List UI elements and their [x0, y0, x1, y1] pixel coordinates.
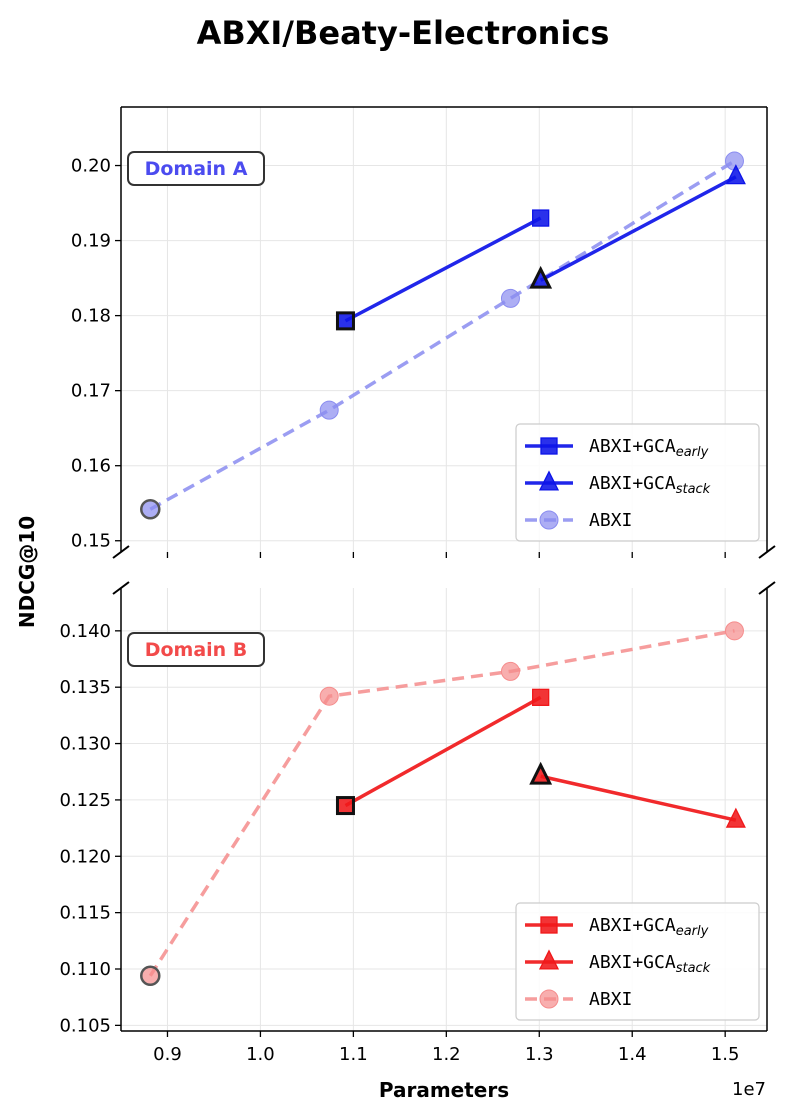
y-tick-label: 0.17: [71, 381, 111, 402]
x-tick-label: 0.9: [153, 1044, 182, 1065]
axis-break-mark: [758, 545, 776, 559]
series-square: [335, 209, 550, 331]
axis-break-mark: [758, 581, 776, 595]
series-marker-square: [532, 209, 550, 227]
y-tick-label: 0.115: [59, 903, 111, 924]
y-tick-label: 0.20: [71, 156, 111, 177]
series-line: [344, 216, 542, 323]
legend: ABXI+GCAearly ABXI+GCAstack ABXI: [515, 423, 760, 542]
series-circle: [140, 151, 744, 520]
legend-entry: ABXI+GCAearly: [525, 436, 709, 460]
y-tick-label: 0.120: [59, 846, 111, 867]
x-offset-label: 1e7: [732, 1079, 766, 1100]
legend-entry: ABXI+GCAstack: [525, 470, 711, 497]
x-axis-label: Parameters: [379, 1078, 509, 1102]
series-circle: [140, 621, 744, 987]
y-tick-label: 0.140: [59, 621, 111, 642]
legend: ABXI+GCAearly ABXI+GCAstack ABXI: [515, 902, 760, 1021]
panels: 0.15 0.16 0.17 0.18 0.19 0.20 Domain A ABXI+GCA…: [59, 106, 776, 1065]
series-marker-square: [335, 311, 355, 331]
series-line: [344, 695, 542, 808]
series-marker-circle: [539, 989, 559, 1009]
series-marker-square: [335, 796, 355, 816]
legend-box: [515, 423, 760, 542]
series-marker-circle: [724, 621, 744, 641]
y-tick-label: 0.135: [59, 677, 111, 698]
series-line: [540, 774, 737, 822]
series-square: [335, 688, 550, 816]
domain-badge: Domain A: [127, 151, 265, 186]
series-marker-triangle: [538, 949, 560, 970]
y-tick-label: 0.16: [71, 456, 111, 477]
x-tick-label: 1.3: [525, 1044, 554, 1065]
legend-label: ABXI: [589, 510, 632, 531]
series-marker-triangle: [725, 807, 746, 828]
y-tick-label: 0.15: [71, 531, 111, 552]
y-tick-label: 0.18: [71, 306, 111, 327]
domain-badge: Domain B: [127, 632, 265, 667]
series-marker-circle: [319, 400, 339, 420]
x-tick-label: 1.5: [711, 1044, 740, 1065]
legend-entry: ABXI+GCAearly: [525, 915, 709, 939]
y-tick-label: 0.110: [59, 959, 111, 980]
legend-label: ABXI+GCAstack: [589, 952, 711, 976]
series-line: [149, 159, 736, 511]
legend-entry: ABXI: [525, 510, 632, 531]
legend-entry: ABXI: [525, 989, 632, 1010]
series-marker-circle: [140, 498, 161, 520]
series-line: [148, 629, 735, 977]
series-line: [539, 175, 737, 282]
axis-break-mark: [112, 545, 130, 559]
domain-badge-label: Domain A: [145, 158, 248, 180]
series-marker-square: [540, 437, 558, 455]
series-marker-circle: [319, 686, 339, 706]
legend-entry: ABXI+GCAstack: [525, 949, 711, 976]
panel-top: 0.15 0.16 0.17 0.18 0.19 0.20 Domain A ABXI+GCA…: [71, 106, 776, 559]
axis-break-mark: [112, 581, 130, 595]
x-tick-label: 1.4: [618, 1044, 647, 1065]
y-tick-label: 0.130: [59, 734, 111, 755]
legend-label: ABXI: [589, 989, 632, 1010]
x-tick-label: 1.2: [432, 1044, 461, 1065]
series-marker-circle: [140, 965, 161, 987]
x-tick-label: 1.0: [246, 1044, 275, 1065]
domain-badge-box: [127, 632, 265, 667]
legend-label: ABXI+GCAearly: [589, 436, 709, 460]
legend-label: ABXI+GCAstack: [589, 473, 711, 497]
series-triangle: [529, 164, 746, 289]
series-triangle: [529, 761, 746, 828]
x-tick-label: 1.1: [339, 1044, 368, 1065]
legend-label: ABXI+GCAearly: [589, 915, 709, 939]
y-tick-label: 0.105: [59, 1015, 111, 1036]
series-marker-triangle: [529, 761, 553, 785]
series-marker-circle: [539, 510, 559, 530]
y-tick-label: 0.19: [71, 231, 111, 252]
series-marker-triangle: [529, 265, 553, 289]
domain-badge-box: [127, 151, 265, 186]
panel-bottom: 0.9 1.0 1.1 1.2 1.3 1.4 1.5 0.105 0.110 0.115 0.12…: [59, 581, 776, 1065]
series-marker-circle: [500, 661, 520, 681]
domain-badge-label: Domain B: [145, 639, 248, 661]
series-marker-triangle: [538, 470, 560, 491]
chart-title: ABXI/Beaty-Electronics: [197, 14, 610, 52]
legend-box: [515, 902, 760, 1021]
y-axis-label: NDCG@10: [15, 516, 39, 628]
y-tick-label: 0.125: [59, 790, 111, 811]
series-marker-square: [540, 916, 558, 934]
series-marker-triangle: [725, 164, 746, 185]
series-marker-square: [532, 688, 550, 706]
series-marker-circle: [500, 288, 520, 308]
